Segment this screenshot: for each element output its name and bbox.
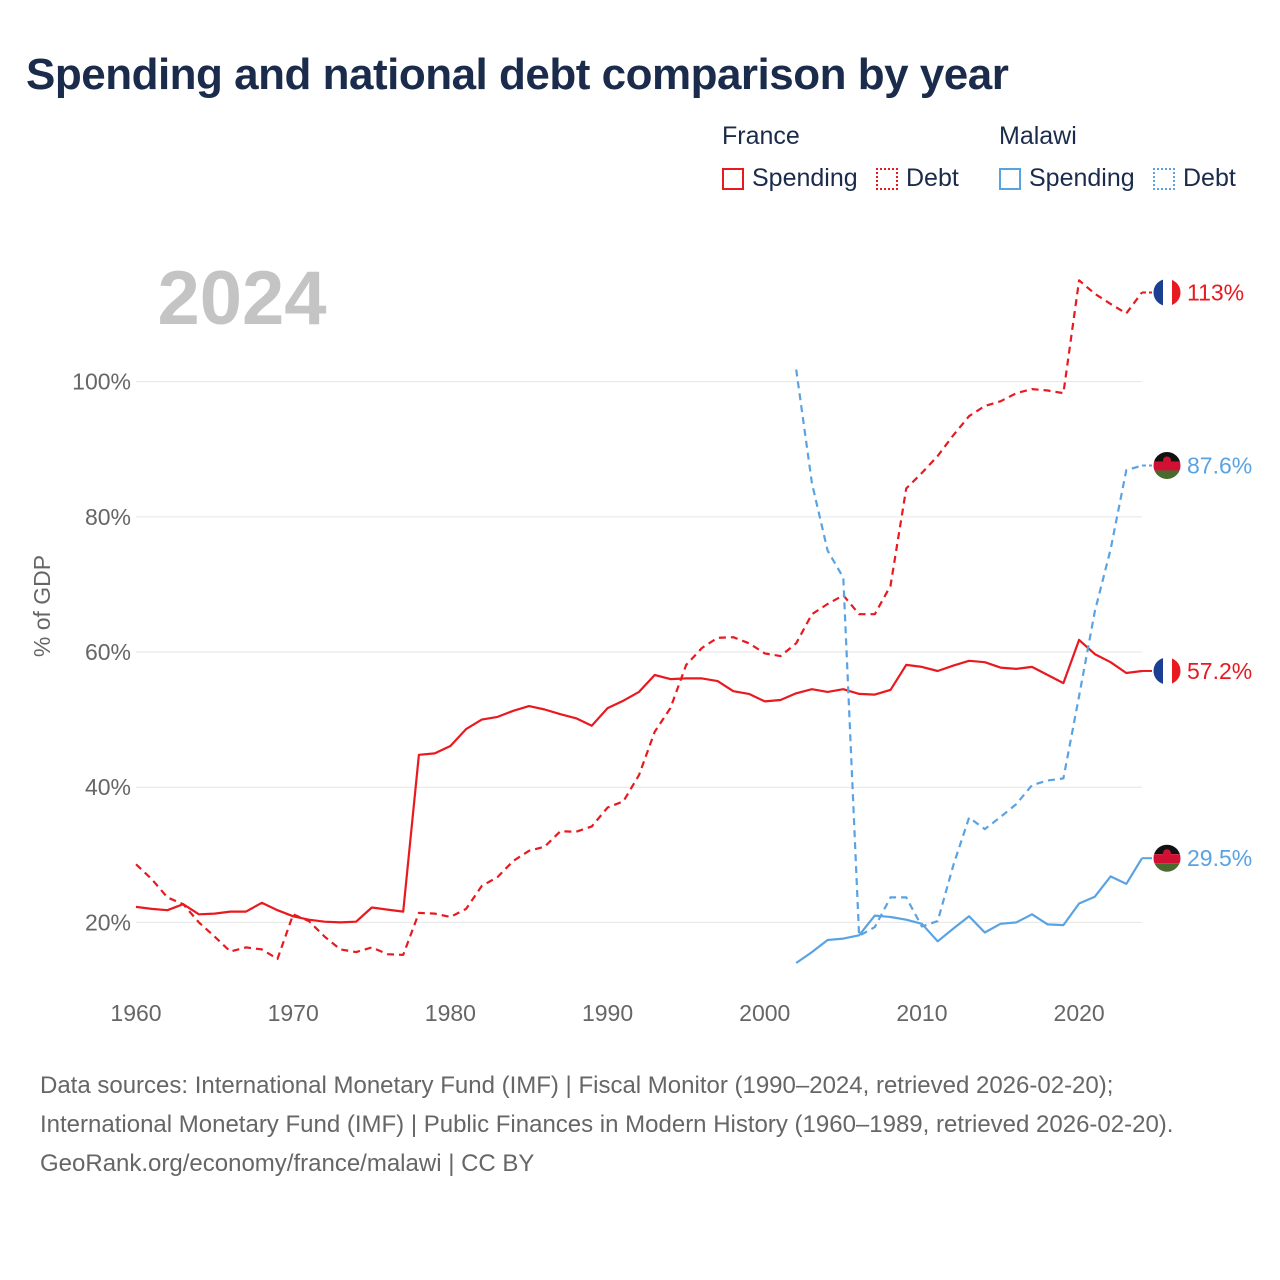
x-tick-label: 2000 [739, 1000, 790, 1026]
legend-item-france-spending[interactable]: Spending [722, 164, 858, 193]
data-sources: Data sources: International Monetary Fun… [40, 1072, 1174, 1138]
end-label-france-spending: 57.2% [1187, 658, 1252, 684]
legend-group-malawi: Malawi [999, 122, 1077, 150]
y-tick-label: 20% [85, 909, 131, 935]
series-line-france-debt [135, 279, 1143, 960]
y-tick-label: 100% [72, 369, 131, 395]
y-axis-label: % of GDP [29, 555, 55, 657]
line-chart: 2024 % of GDP 20%40%60%80%100% 1960 1970 1… [29, 256, 1252, 1026]
legend-label-malawi-spending: Spending [1029, 164, 1135, 192]
year-watermark: 2024 [157, 256, 326, 341]
x-tick-label: 1980 [425, 1000, 476, 1026]
legend-swatch-france-spending [722, 167, 744, 190]
series-line-malawi-spending [795, 857, 1143, 964]
end-markers: 57.2% 113% 29.5% 87.6% [1142, 277, 1252, 873]
france-flag-icon [1152, 277, 1182, 307]
x-tick-label: 2020 [1054, 1000, 1105, 1026]
y-tick-label: 80% [85, 504, 131, 530]
y-tick-label: 60% [85, 639, 131, 665]
france-flag-icon [1152, 656, 1182, 686]
x-tick-label: 1960 [110, 1000, 161, 1026]
x-axis: 1960 1970 1980 1990 2000 2010 2020 [110, 1000, 1104, 1026]
legend-swatch-france-debt [876, 167, 898, 190]
grid-lines [136, 381, 1142, 923]
x-tick-label: 1970 [268, 1000, 319, 1026]
end-label-malawi-debt: 87.6% [1187, 452, 1252, 478]
legend-label-malawi-debt: Debt [1183, 164, 1236, 192]
legend-item-malawi-spending[interactable]: Spending [999, 164, 1135, 193]
end-label-malawi-spending: 29.5% [1187, 845, 1252, 871]
footer: Data sources: International Monetary Fun… [40, 1066, 1240, 1183]
y-tick-label: 40% [85, 774, 131, 800]
legend-item-france-debt[interactable]: Debt [876, 164, 959, 193]
legend-label-france-spending: Spending [752, 164, 858, 192]
x-tick-label: 1990 [582, 1000, 633, 1026]
legend-swatch-malawi-spending [999, 167, 1021, 190]
legend-swatch-malawi-debt [1153, 167, 1175, 190]
malawi-flag-icon [1152, 450, 1182, 480]
credit-link[interactable]: GeoRank.org/economy/france/malawi | CC B… [40, 1150, 535, 1177]
legend-group-france: France [722, 122, 800, 150]
y-axis: 20% 40% 60% 80% 100% [72, 369, 131, 936]
malawi-flag-icon [1152, 843, 1182, 873]
legend-item-malawi-debt[interactable]: Debt [1153, 164, 1236, 193]
end-label-france-debt: 113% [1187, 279, 1244, 305]
series-lines [135, 279, 1143, 964]
legend-label-france-debt: Debt [906, 164, 959, 192]
chart-title: Spending and national debt comparison by… [26, 50, 1009, 99]
series-line-malawi-debt [795, 369, 1143, 937]
x-tick-label: 2010 [896, 1000, 947, 1026]
series-line-france-spending [135, 638, 1143, 924]
